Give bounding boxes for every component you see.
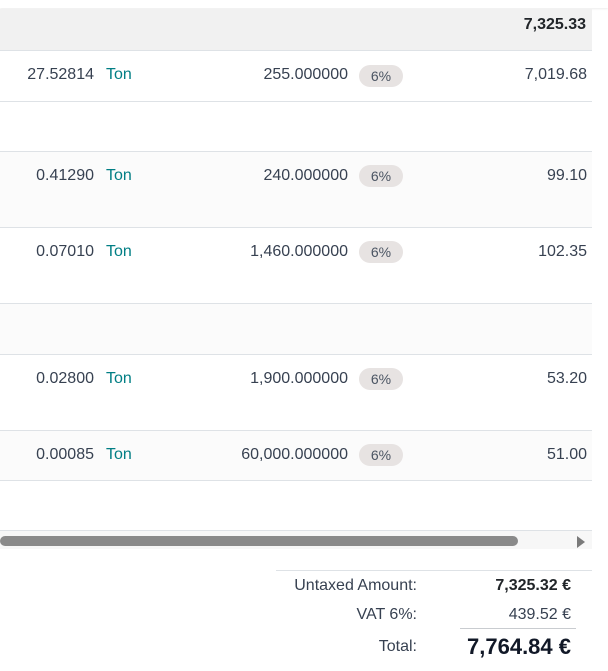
tax-badge[interactable]: 6% bbox=[359, 368, 403, 390]
subtotal-cell: 7,019.68 bbox=[524, 66, 587, 83]
table-row[interactable]: 0.00085 Ton 60,000.000000 6% 51.00 bbox=[0, 431, 592, 481]
quantity-cell[interactable]: 0.02800 bbox=[36, 370, 94, 387]
quantity-cell[interactable]: 0.41290 bbox=[36, 167, 94, 184]
uom-link[interactable]: Ton bbox=[106, 243, 132, 260]
untaxed-label: Untaxed Amount: bbox=[294, 577, 417, 594]
subtotal-cell: 99.10 bbox=[546, 167, 587, 184]
scrollbar-thumb[interactable] bbox=[0, 536, 518, 546]
top-shadow-bar bbox=[0, 0, 608, 8]
table-row[interactable]: 0.41290 Ton 240.000000 6% 99.10 bbox=[0, 152, 592, 228]
quantity-cell[interactable]: 27.52814 bbox=[27, 66, 94, 83]
quantity-cell[interactable]: 0.07010 bbox=[36, 243, 94, 260]
vat-value: 439.52 € bbox=[508, 606, 571, 623]
subtotal-cell: 102.35 bbox=[538, 243, 587, 260]
unit-price-cell[interactable]: 255.000000 bbox=[263, 66, 348, 83]
unit-price-cell[interactable]: 240.000000 bbox=[263, 167, 348, 184]
uom-link[interactable]: Ton bbox=[106, 370, 132, 387]
uom-link[interactable]: Ton bbox=[106, 167, 132, 184]
uom-link[interactable]: Ton bbox=[106, 446, 132, 463]
untaxed-value: 7,325.32 € bbox=[495, 577, 571, 594]
total-label: Total: bbox=[378, 638, 417, 655]
tax-badge[interactable]: 6% bbox=[359, 241, 403, 263]
total-value: 7,764.84 € bbox=[467, 634, 571, 659]
uom-link[interactable]: Ton bbox=[106, 66, 132, 83]
section-row[interactable]: 7,325.33 bbox=[0, 9, 592, 51]
unit-price-cell[interactable]: 1,900.000000 bbox=[250, 370, 348, 387]
section-subtotal: 7,325.33 bbox=[523, 16, 586, 33]
vat-label: VAT 6%: bbox=[356, 606, 417, 623]
subtotal-cell: 53.20 bbox=[546, 370, 587, 387]
add-line-row[interactable] bbox=[0, 481, 592, 531]
note-row[interactable] bbox=[0, 304, 592, 355]
unit-price-cell[interactable]: 1,460.000000 bbox=[250, 243, 348, 260]
total-divider bbox=[460, 628, 576, 629]
table-row[interactable]: 27.52814 Ton 255.000000 6% 7,019.68 bbox=[0, 51, 592, 102]
tax-badge[interactable]: 6% bbox=[359, 65, 403, 87]
tax-badge[interactable]: 6% bbox=[359, 165, 403, 187]
subtotal-cell: 51.00 bbox=[546, 446, 587, 463]
unit-price-cell[interactable]: 60,000.000000 bbox=[241, 446, 348, 463]
table-row[interactable]: 0.02800 Ton 1,900.000000 6% 53.20 bbox=[0, 355, 592, 431]
totals-summary: Untaxed Amount: 7,325.32 € VAT 6%: 439.5… bbox=[276, 570, 592, 671]
tax-badge[interactable]: 6% bbox=[359, 444, 403, 466]
scroll-right-arrow-icon[interactable] bbox=[577, 536, 585, 548]
note-row[interactable] bbox=[0, 102, 592, 152]
quantity-cell[interactable]: 0.00085 bbox=[36, 446, 94, 463]
table-row[interactable]: 0.07010 Ton 1,460.000000 6% 102.35 bbox=[0, 228, 592, 304]
